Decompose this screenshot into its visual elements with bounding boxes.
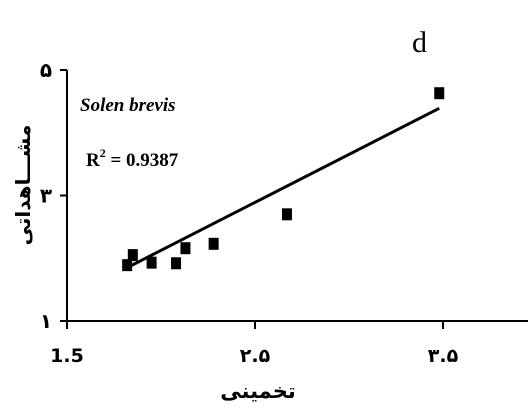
x-tick-label: 1.5 bbox=[50, 345, 84, 367]
r2-annotation: R2 = 0.9387 bbox=[86, 146, 179, 171]
r2-superscript: 2 bbox=[100, 146, 106, 160]
x-tick-label: ۳.۵ bbox=[428, 345, 459, 367]
data-point bbox=[146, 256, 157, 269]
data-point bbox=[171, 257, 182, 270]
data-point bbox=[122, 259, 133, 272]
panel-label: d bbox=[412, 26, 427, 59]
r2-value: = 0.9387 bbox=[106, 150, 179, 171]
data-point bbox=[434, 87, 445, 100]
ticks: ۱ ۳ ۵ 1.5 ۲.۵ ۳.۵ bbox=[40, 58, 459, 367]
data-point bbox=[208, 237, 219, 250]
data-point bbox=[281, 208, 292, 221]
y-tick-label: ۵ bbox=[40, 58, 52, 82]
y-axis-label: مشـــاهداتی bbox=[11, 125, 35, 246]
x-axis-label: تخمینی bbox=[220, 379, 296, 403]
trendline bbox=[126, 106, 440, 269]
species-annotation: Solen brevis bbox=[80, 95, 176, 116]
data-point bbox=[127, 249, 138, 262]
x-tick-label: ۲.۵ bbox=[240, 345, 271, 367]
r2-label: R bbox=[86, 150, 100, 171]
y-tick-label: ۳ bbox=[40, 184, 52, 208]
y-tick-label: ۱ bbox=[40, 309, 52, 333]
data-point bbox=[180, 242, 191, 255]
data-points bbox=[122, 87, 445, 272]
